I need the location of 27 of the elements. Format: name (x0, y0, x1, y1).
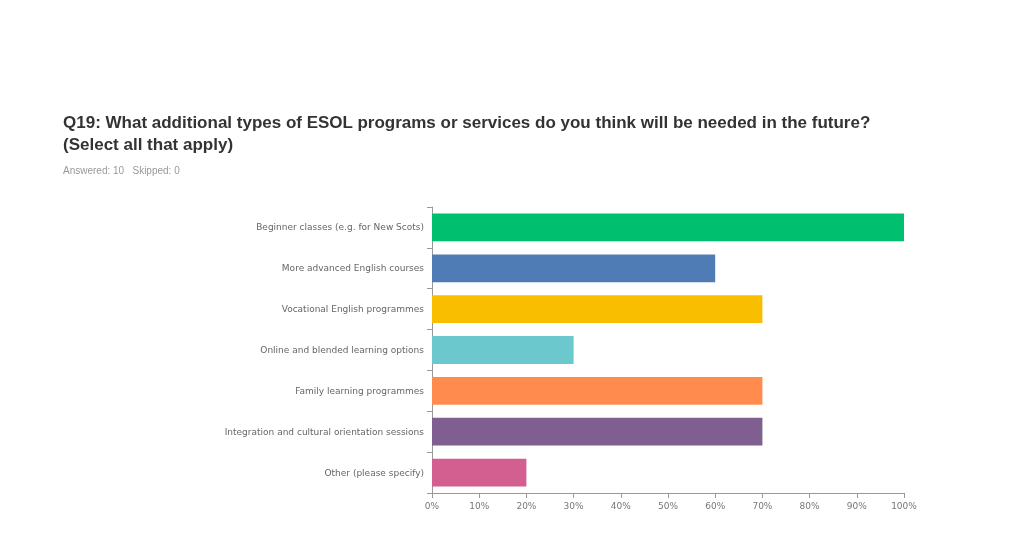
x-tick-label: 100% (891, 500, 918, 511)
text: Answered: 10 Skipped: 0 (63, 164, 181, 176)
bar (432, 376, 763, 405)
bar (432, 254, 716, 283)
bar (432, 417, 763, 446)
x-tick-label: 20% (516, 500, 537, 511)
x-tick-label: 50% (657, 500, 679, 511)
bar (432, 458, 527, 487)
y-tick-label: Integration and cultural orientation sessions (224, 426, 425, 437)
bar (432, 295, 763, 324)
bar (432, 213, 904, 242)
x-tick-label: 80% (799, 500, 821, 511)
x-tick-label: 70% (752, 500, 773, 511)
x-tick-label: 60% (705, 500, 726, 511)
x-tick-label: 10% (469, 500, 490, 511)
y-tick-label: Family learning programmes (295, 385, 425, 396)
x-tick-label: 90% (846, 500, 868, 511)
x-tick-label: 0% (424, 500, 440, 511)
x-tick-label: 40% (610, 500, 632, 511)
y-tick-label: Beginner classes (e.g. for New Scots) (256, 222, 424, 233)
y-tick-label: More advanced English courses (281, 263, 425, 274)
y-tick-label: Vocational English programmes (281, 304, 425, 315)
y-tick-label: Other (please specify) (324, 467, 424, 478)
bar (432, 336, 574, 364)
x-tick-label: 30% (563, 500, 585, 511)
chart-title: Q19: What additional types of ESOL programs or services do you think will be needed in the future? (Select all that apply) (63, 112, 876, 154)
y-tick-label: Online and blended learning options (260, 345, 425, 355)
